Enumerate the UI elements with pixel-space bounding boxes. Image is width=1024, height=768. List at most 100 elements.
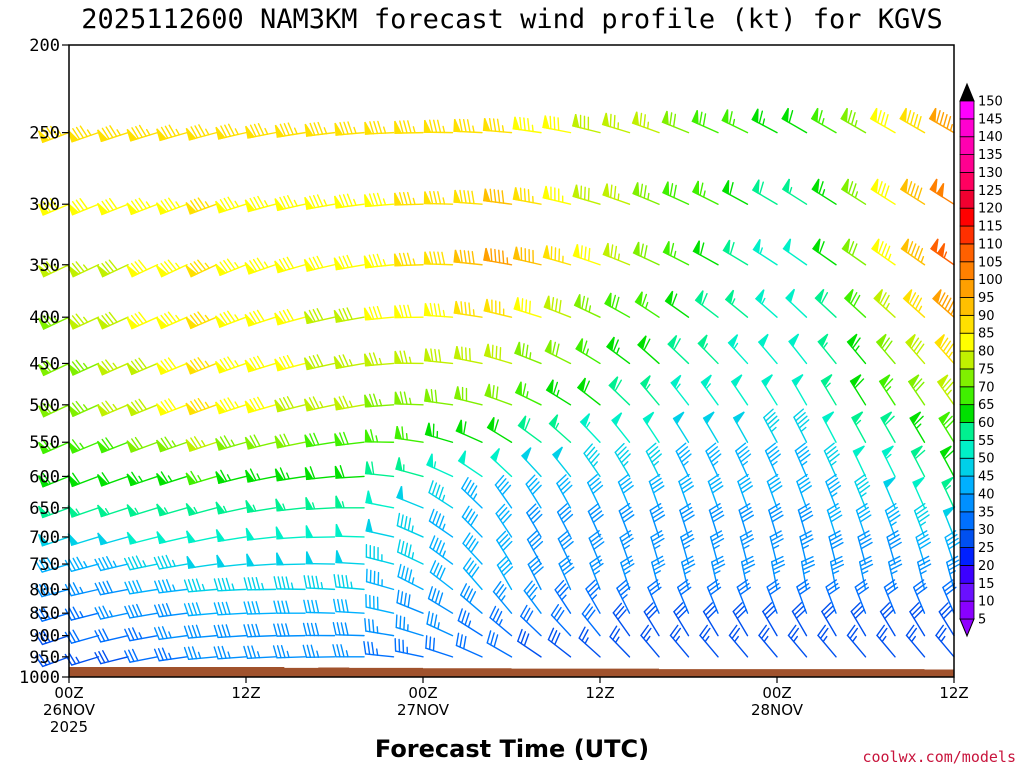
- wind-barb: [721, 109, 749, 134]
- wind-barb: [185, 197, 218, 215]
- wind-barb: [67, 313, 100, 330]
- y-tick-label: 350: [29, 256, 60, 276]
- wind-barb: [672, 411, 690, 443]
- wind-barb: [700, 374, 719, 406]
- wind-barb: [899, 107, 926, 134]
- colorbar-label: 70: [978, 380, 995, 395]
- wind-barb: [303, 599, 336, 614]
- wind-barb: [587, 474, 604, 509]
- wind-barb: [244, 396, 277, 414]
- wind-barb: [880, 411, 896, 443]
- wind-barb: [304, 194, 336, 210]
- wind-barb: [782, 238, 808, 266]
- wind-barb: [35, 557, 70, 573]
- wind-barb: [213, 577, 247, 592]
- x-tick-label: 2025: [50, 718, 88, 736]
- wind-barb: [855, 503, 872, 538]
- wind-barb: [275, 526, 306, 540]
- colorbar-swatch: [959, 547, 975, 566]
- wind-barb: [35, 607, 70, 622]
- wind-barb: [183, 602, 218, 617]
- wind-barb: [875, 333, 896, 365]
- wind-barb: [939, 445, 955, 478]
- wind-barb: [333, 574, 365, 591]
- wind-barb: [604, 292, 631, 318]
- wind-barb: [820, 374, 837, 406]
- wind-barb: [214, 397, 247, 415]
- wind-barb: [841, 238, 867, 266]
- wind-barb: [545, 379, 572, 406]
- wind-barb: [938, 602, 955, 637]
- wind-barb: [909, 602, 926, 637]
- wind-barb: [814, 288, 837, 318]
- wind-barb: [457, 450, 483, 478]
- wind-barb: [640, 375, 660, 406]
- wind-barb: [620, 555, 635, 591]
- wind-barb: [643, 602, 660, 637]
- wind-barb: [797, 503, 814, 538]
- wind-barb: [527, 555, 544, 591]
- wind-barb: [124, 627, 159, 642]
- wind-barb: [96, 197, 129, 216]
- wind-barb: [453, 118, 483, 134]
- colorbar-swatch: [959, 279, 975, 298]
- wind-barb: [423, 388, 454, 406]
- wind-barb: [794, 442, 811, 478]
- y-tick-label: 850: [29, 604, 60, 624]
- wind-barb: [730, 374, 749, 406]
- colorbar-swatch: [959, 422, 975, 441]
- wind-barb: [702, 602, 719, 637]
- wind-barb: [303, 255, 336, 272]
- wind-barb: [462, 532, 483, 565]
- wind-barb: [930, 238, 955, 266]
- wind-barb: [513, 297, 542, 318]
- colorbar-label: 150: [978, 95, 1003, 110]
- wind-barb: [303, 354, 336, 371]
- wind-barb: [888, 555, 903, 591]
- wind-barb: [215, 123, 247, 140]
- wind-barb: [572, 244, 601, 266]
- wind-barb: [781, 178, 808, 205]
- wind-barb: [631, 111, 660, 134]
- colorbar-label: 100: [978, 273, 1003, 288]
- wind-barb: [183, 578, 218, 593]
- wind-barb: [245, 499, 277, 514]
- wind-barb: [213, 624, 247, 639]
- wind-barb: [364, 393, 395, 408]
- wind-barb: [155, 398, 188, 416]
- wind-barb: [884, 503, 901, 538]
- wind-barb: [817, 333, 837, 365]
- wind-barb: [453, 386, 483, 406]
- colorbar-swatch: [959, 511, 975, 531]
- wind-barb: [542, 115, 572, 134]
- wind-barb: [645, 442, 662, 478]
- wind-barb: [153, 626, 188, 641]
- wind-barb: [812, 238, 837, 266]
- wind-barb: [727, 334, 749, 365]
- wind-barb: [185, 470, 218, 486]
- wind-barb: [393, 252, 424, 267]
- wind-barb: [453, 345, 483, 365]
- wind-barb: [424, 422, 454, 443]
- wind-barb: [661, 110, 690, 134]
- wind-barb: [276, 552, 306, 566]
- wind-barb: [799, 530, 814, 565]
- wind-barb: [425, 635, 454, 658]
- wind-barb: [363, 305, 395, 321]
- wind-barb: [428, 480, 454, 509]
- wind-barb: [514, 381, 542, 406]
- colorbar-swatch: [959, 600, 975, 620]
- wind-barb: [935, 624, 955, 658]
- wind-barb: [932, 289, 955, 318]
- wind-barb: [575, 338, 601, 365]
- wind-barb: [737, 473, 753, 509]
- colorbar-swatch: [959, 386, 975, 406]
- wind-barb: [37, 125, 70, 144]
- wind-barb: [843, 288, 867, 318]
- wind-barb: [274, 122, 306, 138]
- wind-barb: [512, 187, 542, 205]
- colorbar-label: 135: [978, 148, 1003, 163]
- wind-barb: [679, 503, 695, 538]
- y-tick-label: 200: [29, 36, 60, 56]
- wind-barb: [96, 504, 129, 518]
